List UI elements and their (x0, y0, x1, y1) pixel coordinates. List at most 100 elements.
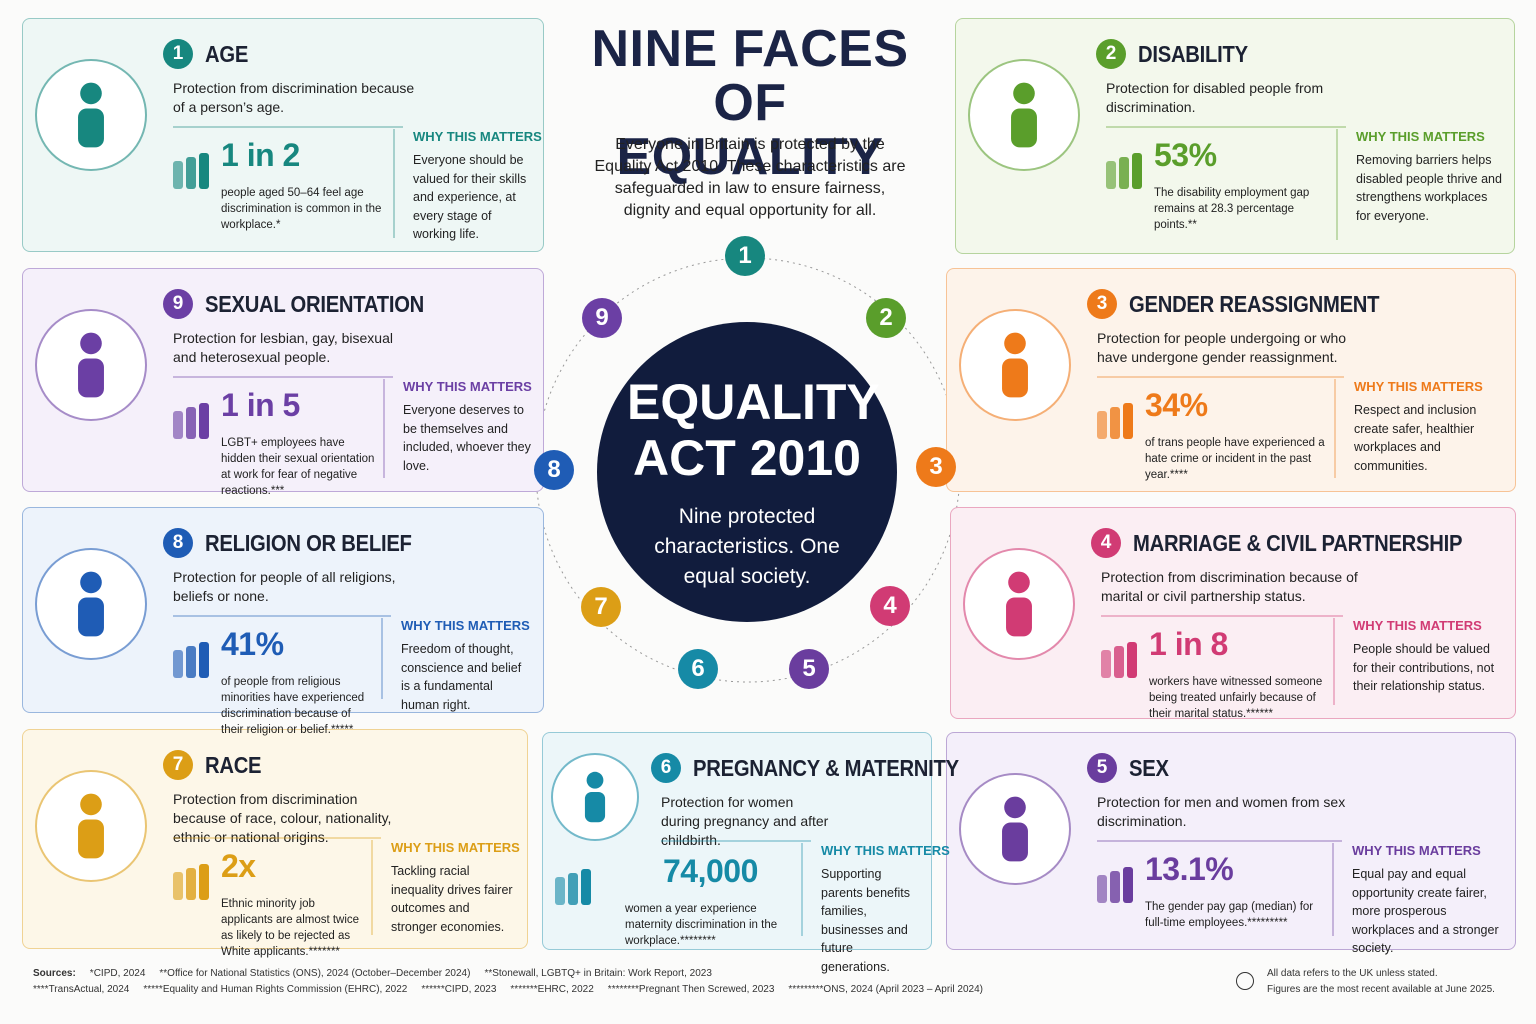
why-text: Respect and inclusion create safer, heal… (1354, 403, 1477, 473)
card-title: PREGNANCY & MATERNITY (693, 755, 959, 781)
stat: 74,000 (663, 853, 758, 889)
stat-icon-part (1119, 157, 1129, 189)
stat-icon (1097, 863, 1139, 903)
number-badge: 7 (163, 750, 193, 780)
divider (1336, 129, 1338, 240)
note-line: Figures are the most recent available at… (1267, 984, 1495, 995)
why-label: WHY THIS MATTERS (413, 129, 542, 144)
card-title: RELIGION OR BELIEF (205, 530, 412, 556)
icon-graphic (1002, 332, 1028, 398)
divider (381, 618, 383, 699)
ring-badge: 3 (916, 447, 956, 487)
card-title: MARRIAGE & CIVIL PARTNERSHIP (1133, 530, 1463, 556)
description: Protection for people undergoing or who … (1097, 330, 1347, 365)
description: Protection for men and women from sex di… (1097, 794, 1346, 829)
stat-text: people aged 50–64 feel age discriminatio… (221, 187, 382, 231)
stat-icon (555, 865, 597, 905)
icon-graphic (1011, 82, 1037, 148)
note-line: All data refers to the UK unless stated. (1267, 968, 1438, 979)
number-badge: 1 (163, 39, 193, 69)
stat-icon-part (173, 872, 183, 900)
why-text: Equal pay and equal opportunity create f… (1352, 867, 1499, 955)
card: 7 RACE Protection from discrimination beca… (22, 729, 528, 958)
icon-graphic (584, 771, 606, 823)
description: Protection for lesbian, gay, bisexual an… (173, 330, 393, 365)
stat-icon-part (199, 642, 209, 678)
divider (1332, 843, 1334, 936)
divider (1097, 840, 1342, 842)
icon-graphic (1002, 796, 1028, 862)
icon (959, 773, 1071, 885)
ring-badge: 6 (678, 649, 718, 689)
icon-graphic (78, 571, 104, 637)
card-title: GENDER REASSIGNMENT (1129, 291, 1380, 317)
stat-icon-part (568, 873, 578, 905)
divider (371, 840, 373, 935)
stat-icon (173, 149, 215, 189)
divider (393, 129, 395, 238)
card: 2 DISABILITY Protection for disabled peopl… (955, 18, 1515, 254)
ring-badge: 7 (581, 587, 621, 627)
stat-icon-part (1101, 650, 1111, 678)
note-lines: All data refers to the UK unless stated.… (1267, 966, 1495, 998)
card-title: DISABILITY (1138, 41, 1248, 67)
stat-text: LGBT+ employees have hidden their sexual… (221, 437, 375, 497)
stat-icon-part (173, 650, 183, 678)
divider (1106, 126, 1346, 128)
divider (661, 840, 811, 842)
ring-badge: 4 (870, 586, 910, 626)
icon (35, 59, 147, 171)
stat-icon-part (173, 161, 183, 189)
stat-icon (173, 860, 215, 900)
stat: 34% (1145, 387, 1208, 423)
stat-icon-part (186, 868, 196, 900)
divider (173, 615, 391, 617)
icon (35, 770, 147, 882)
icon (959, 309, 1071, 421)
sources-label: Sources: (33, 968, 76, 979)
why-label: WHY THIS MATTERS (1352, 843, 1481, 858)
stat-icon-part (1127, 642, 1137, 678)
card: 6 PREGNANCY & MATERNITY Protection for wom… (542, 732, 959, 974)
stat-icon (1097, 399, 1139, 439)
card-title: RACE (205, 752, 262, 778)
source: **Office for National Statistics (ONS), … (159, 968, 471, 979)
stat-icon-part (1106, 161, 1116, 189)
number-badge: 4 (1091, 528, 1121, 558)
stat-text: women a year experience maternity discri… (625, 903, 778, 947)
icon (551, 753, 639, 841)
stat-text: Ethnic minority job applicants are almos… (221, 898, 360, 958)
source: *******EHRC, 2022 (510, 984, 594, 995)
description: Protection from discrimination because o… (173, 791, 392, 845)
page-subtitle: Everyone in Britain is protected by the … (594, 136, 906, 219)
stat-text: of trans people have experienced a hate … (1145, 437, 1325, 481)
number-badge: 2 (1096, 39, 1126, 69)
why-text: Everyone deserves to be themselves and i… (403, 403, 531, 473)
description: Protection for women during pregnancy an… (661, 794, 829, 848)
number-badge: 9 (163, 289, 193, 319)
why-text: Removing barriers helps disabled people … (1356, 153, 1502, 223)
center-title: EQUALITY ACT 2010 (627, 374, 880, 486)
stat-icon-part (1114, 646, 1124, 678)
divider (1097, 376, 1344, 378)
stat-text: of people from religious minorities have… (221, 676, 365, 736)
source: *********ONS, 2024 (April 2023 – April 2… (788, 984, 983, 995)
stat: 1 in 5 (221, 387, 300, 423)
ring-badge: 5 (789, 649, 829, 689)
card-title: AGE (205, 41, 249, 67)
stat-icon-part (186, 157, 196, 189)
stat-icon-part (1110, 407, 1120, 439)
description: Protection for disabled people from disc… (1106, 80, 1324, 115)
card: 1 AGE Protection from discrimination becau… (22, 18, 544, 252)
stat-text: workers have witnessed someone being tre… (1149, 676, 1323, 720)
divider (801, 843, 803, 936)
stat-icon (1106, 149, 1148, 189)
card-title: SEXUAL ORIENTATION (205, 291, 425, 317)
stat-icon-part (555, 877, 565, 905)
why-text: Freedom of thought, conscience and belie… (401, 642, 522, 712)
stat-icon-part (1132, 153, 1142, 189)
icon-graphic (78, 793, 104, 859)
